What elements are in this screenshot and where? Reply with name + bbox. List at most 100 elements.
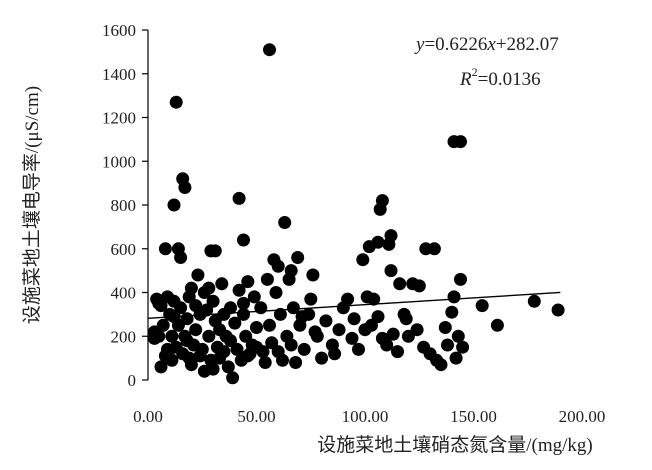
data-point: [373, 202, 387, 216]
data-point: [306, 268, 320, 282]
data-point: [352, 342, 365, 356]
data-point: [371, 235, 385, 249]
data-point: [167, 198, 181, 212]
axes: 0 200 400 600 800 1000 1200 1400 1600 0.00 50.00 10…: [102, 21, 605, 426]
data-point: [215, 277, 229, 291]
y-tick-label: 200: [111, 327, 137, 346]
r-squared: R2=0.0136: [459, 65, 541, 90]
data-point: [341, 292, 355, 306]
equation-part-1: =0.6226: [424, 34, 487, 55]
data-point: [206, 362, 220, 376]
data-point: [206, 294, 220, 308]
r2-value: =0.0136: [478, 69, 541, 90]
data-point: [189, 299, 203, 313]
equation-part-2: +282.07: [496, 34, 559, 55]
data-point: [315, 351, 329, 365]
data-point: [273, 307, 287, 321]
data-point: [169, 95, 183, 109]
r2-r: R: [459, 69, 472, 90]
data-point: [286, 301, 300, 315]
data-point: [178, 181, 192, 194]
data-point: [527, 294, 541, 308]
data-point: [454, 272, 467, 286]
data-point: [224, 334, 237, 348]
data-point: [165, 353, 179, 367]
data-point: [256, 345, 270, 359]
data-point: [297, 342, 311, 356]
data-point: [191, 268, 205, 282]
data-point: [217, 345, 231, 359]
data-point: [241, 349, 255, 363]
data-point: [263, 318, 276, 332]
data-point: [237, 233, 250, 247]
y-tick-label: 1000: [102, 152, 136, 171]
trendline-group: [147, 291, 561, 319]
data-point: [427, 242, 441, 256]
x-tick-label: 50.00: [237, 407, 275, 426]
data-point: [263, 43, 276, 57]
data-point: [258, 356, 272, 369]
data-point: [284, 338, 298, 352]
data-point: [189, 323, 203, 337]
data-point: [174, 251, 188, 264]
data-point: [382, 237, 396, 251]
data-point: [202, 329, 216, 343]
data-point: [490, 318, 504, 332]
data-point: [237, 307, 250, 321]
data-point: [441, 338, 454, 352]
data-point: [295, 310, 309, 324]
data-point: [289, 356, 303, 369]
x-tick-label: 150.00: [450, 407, 497, 426]
y-tick-label: 600: [111, 240, 137, 259]
data-point: [271, 259, 285, 273]
data-point: [184, 281, 198, 295]
data-point: [232, 283, 246, 297]
data-point: [221, 360, 235, 374]
y-tick-label: 800: [111, 196, 137, 215]
data-point: [278, 216, 292, 229]
x-tick-label: 200.00: [559, 407, 606, 426]
data-point: [154, 360, 168, 374]
y-tick-label: 1200: [102, 109, 136, 128]
data-point: [237, 296, 250, 310]
data-point: [447, 290, 461, 304]
data-point: [399, 312, 413, 326]
data-point: [345, 331, 359, 345]
data-point: [384, 264, 398, 278]
data-point: [202, 281, 216, 295]
data-point: [226, 371, 240, 385]
data-point: [232, 191, 246, 205]
data-point: [213, 323, 227, 337]
data-points: [148, 43, 565, 385]
data-point: [269, 286, 283, 299]
data-point: [365, 318, 378, 332]
data-point: [254, 301, 268, 315]
data-point: [228, 316, 242, 330]
data-point: [148, 331, 161, 345]
data-point: [193, 349, 207, 363]
data-point: [391, 345, 404, 359]
data-point: [367, 292, 381, 306]
regression-equation: y=0.6226x+282.07: [414, 34, 559, 55]
data-point: [165, 329, 179, 343]
data-point: [438, 321, 452, 334]
x-axis-label: 设施菜地土壤硝态氮含量/(mg/kg): [317, 434, 593, 456]
r2-superscript: 2: [472, 65, 478, 79]
trendline: [147, 291, 561, 319]
data-point: [347, 312, 361, 326]
data-point: [241, 275, 255, 289]
y-tick-label: 0: [128, 371, 137, 390]
data-point: [158, 242, 172, 256]
data-point: [551, 303, 565, 317]
data-point: [393, 277, 407, 291]
data-point: [250, 321, 263, 334]
data-point: [282, 272, 296, 286]
data-point: [180, 334, 194, 348]
data-point: [308, 325, 322, 339]
equation-y: y: [414, 34, 425, 55]
data-point: [456, 340, 470, 354]
y-axis-label: 设施菜地土壤电导率/(μS/cm): [21, 86, 43, 324]
data-point: [180, 312, 194, 326]
data-point: [410, 323, 424, 337]
